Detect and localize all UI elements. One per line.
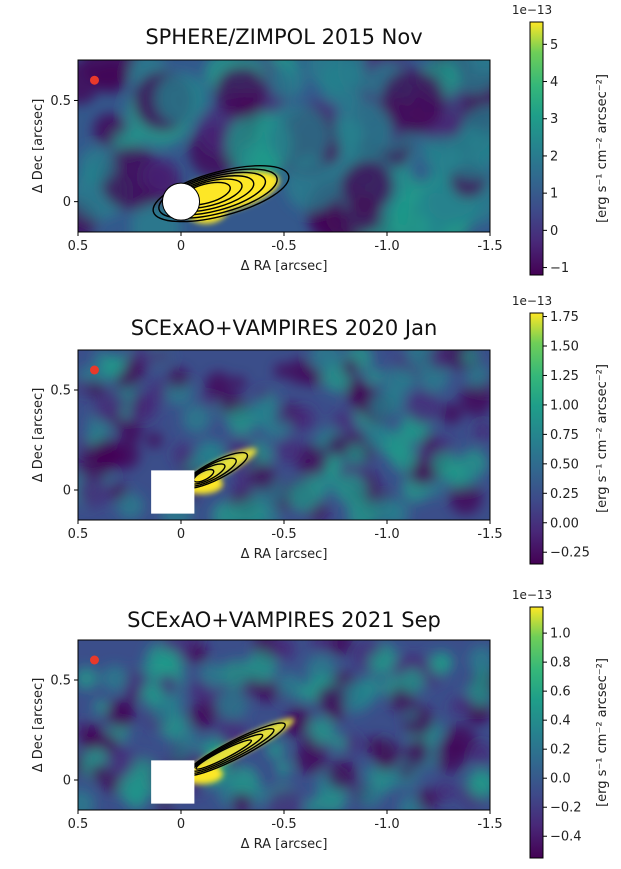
panel-title: SCExAO+VAMPIRES 2020 Jan <box>131 316 438 340</box>
x-tick-label: -1.5 <box>477 239 502 254</box>
x-axis-label: Δ RA [arcsec] <box>241 547 328 562</box>
x-tick-label: -1.5 <box>477 817 502 832</box>
x-tick-label: 0 <box>177 817 185 832</box>
colorbar-multiplier: 1e−13 <box>512 294 552 308</box>
x-tick-label: 0 <box>177 239 185 254</box>
colorbar-tick-label: 1 <box>550 187 558 202</box>
panel-3: SCExAO+VAMPIRES 2021 Sep 0.5 0 -0.5 -1.0 -1.5… <box>31 588 610 858</box>
colorbar-label: [erg s⁻¹ cm⁻² arcsec⁻²] <box>595 364 610 513</box>
x-tick-label: -0.5 <box>271 527 296 542</box>
colorbar-tick-label: 0.50 <box>550 457 579 472</box>
x-axis-label: Δ RA [arcsec] <box>241 259 328 274</box>
colorbar-label: [erg s⁻¹ cm⁻² arcsec⁻²] <box>595 74 610 223</box>
colorbar <box>530 22 543 275</box>
coronagraph-mask <box>151 760 194 803</box>
y-tick-label: 0 <box>63 195 71 210</box>
colorbar-tick-label: 0.6 <box>550 685 571 700</box>
heatmap-image <box>57 33 515 252</box>
x-tick-label: -0.5 <box>271 817 296 832</box>
colorbar-tick-label: 5 <box>550 38 558 53</box>
colorbar-tick-label: 2 <box>550 149 558 164</box>
y-tick-label: 0 <box>63 774 71 789</box>
x-tick-label: -1.0 <box>374 527 399 542</box>
colorbar <box>530 607 543 858</box>
x-tick-label: -0.5 <box>271 239 296 254</box>
colorbar-tick-label: 0.4 <box>550 714 571 729</box>
x-axis-label: Δ RA [arcsec] <box>241 837 328 852</box>
x-tick-label: -1.5 <box>477 527 502 542</box>
colorbar-tick-label: 1.50 <box>550 339 579 354</box>
x-tick-label: -1.0 <box>374 239 399 254</box>
colorbar-tick-label: 0.00 <box>550 516 579 531</box>
colorbar-tick-label: −0.4 <box>550 830 582 845</box>
colorbar-tick-label: 0 <box>550 224 558 239</box>
x-tick-label: 0.5 <box>68 239 89 254</box>
colorbar-tick-label: 4 <box>550 75 558 90</box>
panel-title: SCExAO+VAMPIRES 2021 Sep <box>127 608 441 632</box>
y-tick-label: 0.5 <box>50 674 71 689</box>
x-tick-label: 0.5 <box>68 527 89 542</box>
colorbar-tick-label: 3 <box>550 112 558 127</box>
coronagraph-mask <box>151 470 194 513</box>
y-axis-label: Δ Dec [arcsec] <box>31 388 46 483</box>
beam-marker <box>90 656 99 665</box>
y-axis-label: Δ Dec [arcsec] <box>31 99 46 194</box>
x-tick-label: -1.0 <box>374 817 399 832</box>
colorbar-tick-label: −0.2 <box>550 801 582 816</box>
x-tick-label: 0 <box>177 527 185 542</box>
colorbar-tick-label: 0.75 <box>550 428 579 443</box>
colorbar-multiplier: 1e−13 <box>512 3 552 17</box>
colorbar-tick-label: 1.00 <box>550 398 579 413</box>
colorbar-tick-label: 0.2 <box>550 743 571 758</box>
colorbar-label: [erg s⁻¹ cm⁻² arcsec⁻²] <box>595 658 610 807</box>
y-axis-label: Δ Dec [arcsec] <box>31 678 46 773</box>
colorbar-tick-label: 1.0 <box>550 627 571 642</box>
x-tick-label: 0.5 <box>68 817 89 832</box>
panel-1: SPHERE/ZIMPOL 2015 Nov 0.5 0 -0.5 -1.0 -1.5 0 0… <box>31 3 610 276</box>
colorbar-tick-label: 1.75 <box>550 310 579 325</box>
colorbar-tick-label: 0.25 <box>550 487 579 502</box>
coronagraph-mask <box>162 183 199 220</box>
y-tick-label: 0 <box>63 484 71 499</box>
y-tick-label: 0.5 <box>50 384 71 399</box>
colorbar-tick-label: −0.25 <box>550 546 590 561</box>
beam-marker <box>90 366 99 375</box>
panel-title: SPHERE/ZIMPOL 2015 Nov <box>145 25 422 49</box>
colorbar-tick-label: 0.0 <box>550 772 571 787</box>
colorbar-tick-label: 1.25 <box>550 369 579 384</box>
colorbar-tick-label: 0.8 <box>550 656 571 671</box>
heatmap-image <box>65 629 502 821</box>
colorbar <box>530 313 543 564</box>
beam-marker <box>90 76 99 85</box>
y-tick-label: 0.5 <box>50 94 71 109</box>
colorbar-multiplier: 1e−13 <box>512 588 552 602</box>
heatmap-image <box>68 335 501 530</box>
colorbar-tick-label: −1 <box>550 261 569 276</box>
